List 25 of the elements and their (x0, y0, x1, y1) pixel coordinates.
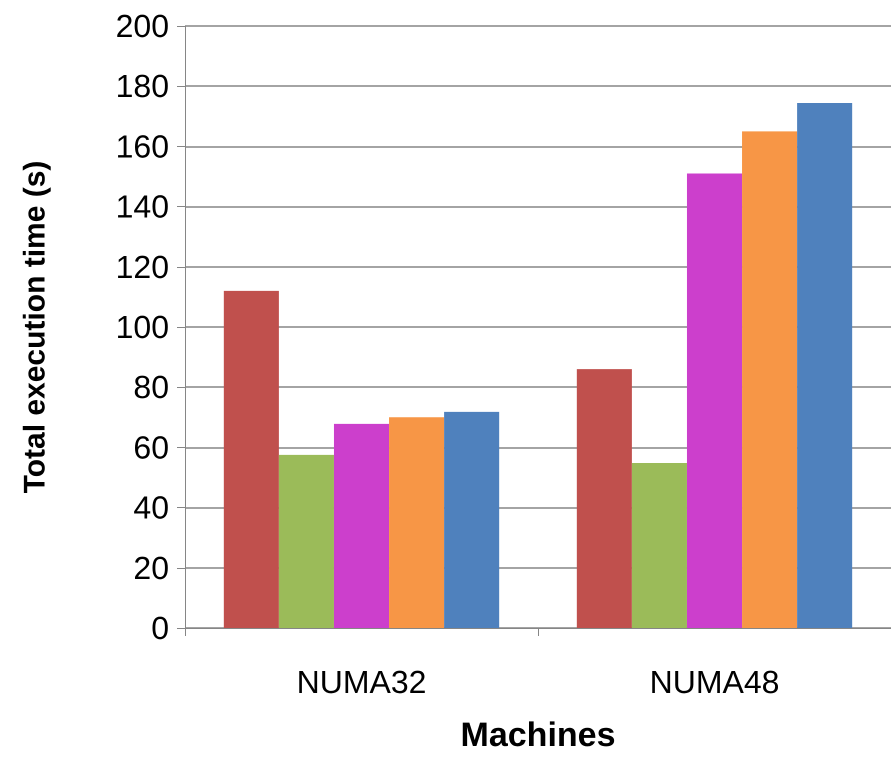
y-tick-label: 140 (116, 188, 169, 225)
y-tick-label: 100 (116, 309, 169, 345)
y-tick-label: 80 (133, 369, 169, 406)
bar (742, 131, 798, 628)
y-tick-label: 200 (116, 8, 169, 44)
bar (334, 424, 390, 628)
x-tick-label: NUMA48 (650, 664, 780, 700)
bar (389, 417, 444, 628)
bar (632, 463, 687, 628)
bar (797, 103, 852, 628)
x-axis-title: Machines (460, 716, 616, 754)
bar (576, 369, 632, 628)
y-axis-title: Total execution time (s) (18, 160, 52, 494)
y-tick-label: 120 (116, 248, 169, 285)
y-tick-label: 160 (116, 128, 169, 164)
bar (444, 412, 500, 628)
y-tick-label: 0 (151, 610, 169, 646)
y-tick-label: 20 (133, 550, 169, 586)
y-tick-label: 180 (116, 68, 169, 104)
bar (686, 173, 742, 628)
y-tick-label: 40 (133, 490, 169, 526)
x-tick-label: NUMA32 (296, 664, 426, 700)
bar (278, 454, 334, 628)
y-tick-label: 60 (133, 429, 169, 466)
bar (224, 290, 279, 628)
